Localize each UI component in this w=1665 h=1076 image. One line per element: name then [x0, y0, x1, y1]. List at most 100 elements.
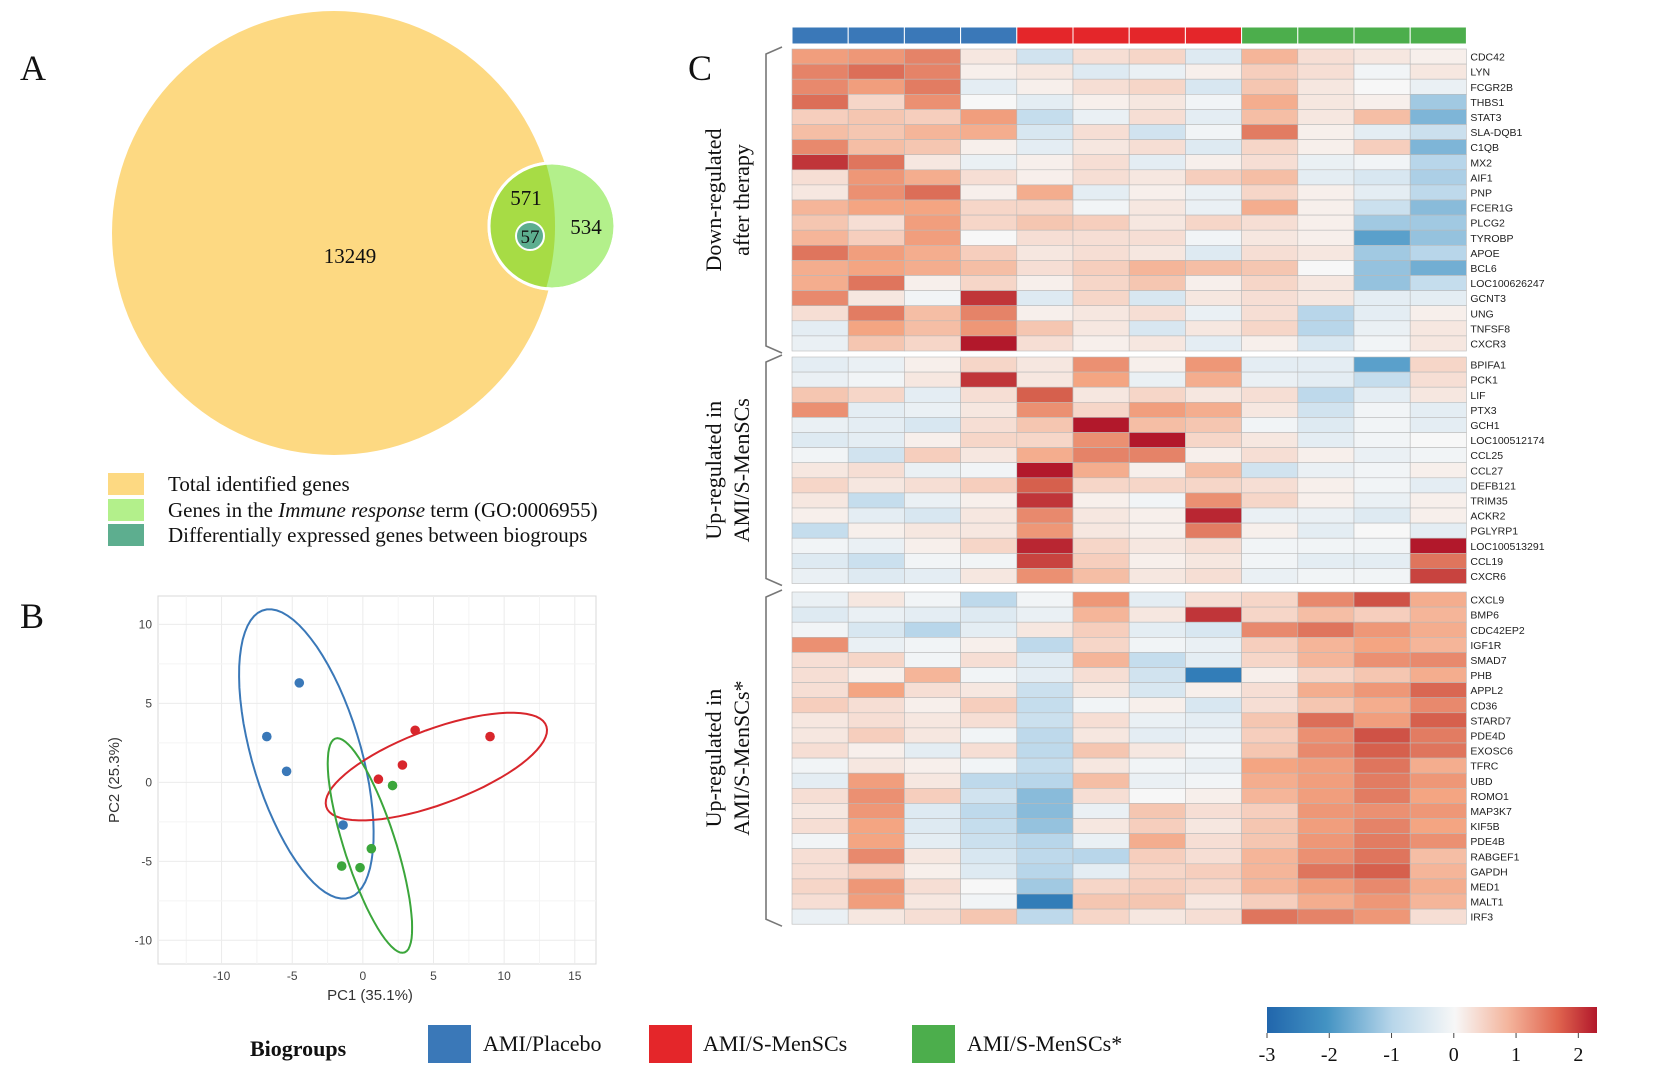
- heatmap-cell: [1185, 591, 1242, 608]
- heatmap-cell: [1072, 154, 1130, 171]
- heatmap-gene-labels: CDC42 LYN FCGR2B THBS1 STAT3 SLA-DQB1 C1QB MX2 A…: [1470, 52, 1544, 924]
- heatmap-cell: [847, 893, 905, 910]
- heatmap-cells: [791, 48, 1467, 925]
- heatmap-cell: [1241, 432, 1299, 448]
- heatmap-cell: [1409, 537, 1467, 554]
- heatmap-cell: [904, 260, 961, 276]
- heatmap-cell: [1241, 772, 1299, 789]
- heatmap-cell: [1016, 335, 1074, 352]
- heatmap-cell: [1241, 371, 1299, 388]
- heatmap-cell: [904, 63, 961, 80]
- venn-deg-count: 57: [521, 227, 540, 248]
- heatmap-cell: [1297, 606, 1355, 623]
- heatmap-cell: [1185, 275, 1242, 291]
- heatmap-cell: [904, 199, 961, 216]
- heatmap-cell: [791, 139, 849, 156]
- heatmap-cell: [791, 507, 849, 524]
- heatmap-cell: [1353, 229, 1411, 246]
- panel-b: B -10 -5 0 5 10 15 10 5 0 -5 -10 PC1 (35.1%) PC2 …: [20, 595, 597, 1004]
- heatmap-cell: [791, 621, 849, 638]
- venn-deg-circle: [515, 221, 545, 251]
- heatmap-cluster-labels: Down-regulated after therapy Up-regulated …: [701, 129, 754, 836]
- heatmap-cell: [1297, 432, 1355, 448]
- heatmap-cell: [1297, 386, 1355, 403]
- heatmap-cell: [1128, 818, 1186, 834]
- heatmap-cell: [1241, 742, 1299, 759]
- heatmap-cell: [960, 507, 1018, 524]
- heatmap-cell: [1297, 124, 1355, 140]
- heatmap-cell: [1241, 214, 1299, 231]
- heatmap-cell: [1128, 386, 1186, 403]
- heatmap-cell: [1241, 787, 1299, 804]
- heatmap-cell: [791, 401, 849, 418]
- heatmap-cell: [1297, 290, 1355, 307]
- heatmap-cell: [904, 833, 961, 849]
- heatmap-cell: [1353, 667, 1411, 683]
- heatmap-cell: [847, 757, 905, 774]
- heatmap-cell: [1185, 636, 1242, 653]
- heatmap-cell: [847, 94, 905, 110]
- heatmap-cell: [1297, 275, 1355, 291]
- heatmap-cell: [960, 787, 1018, 804]
- heatmap-cell: [791, 229, 849, 246]
- pca-x-tick-labels: -10 -5 0 5 10 15: [213, 969, 582, 983]
- heatmap-cell: [1016, 591, 1074, 608]
- heatmap-cell: [1409, 507, 1467, 524]
- heatmap-cell: [1297, 477, 1355, 494]
- heatmap-cell: [1016, 863, 1074, 880]
- heatmap-cell: [1297, 757, 1355, 774]
- heatmap-cell: [904, 78, 961, 95]
- heatmap-cell: [904, 214, 961, 231]
- heatmap-cell: [847, 124, 905, 140]
- heatmap-cell: [847, 833, 905, 849]
- heatmap-cell: [904, 712, 961, 729]
- heatmap-cell: [1128, 522, 1186, 539]
- panel-a-label: A: [20, 48, 46, 88]
- heatmap-cell: [1185, 432, 1242, 448]
- heatmap-cell: [1072, 552, 1130, 569]
- heatmap-cell: [791, 109, 849, 125]
- heatmap-cell: [1297, 833, 1355, 849]
- heatmap-cell: [1353, 636, 1411, 653]
- group-bar-cell: [1072, 26, 1130, 45]
- heatmap-cell: [1241, 682, 1299, 698]
- gene-label: PHB: [1470, 670, 1492, 682]
- heatmap-cell: [960, 432, 1018, 448]
- heatmap-cell: [1016, 154, 1074, 171]
- heatmap-cell: [1016, 356, 1074, 373]
- heatmap-cell: [1128, 908, 1186, 925]
- heatmap-cell: [1409, 432, 1467, 448]
- heatmap-cell: [1016, 462, 1074, 479]
- heatmap-cell: [1297, 184, 1355, 201]
- heatmap-cell: [1297, 863, 1355, 880]
- heatmap-cell: [1072, 417, 1130, 433]
- ellipse-series-0: [238, 608, 375, 900]
- heatmap-cell: [791, 320, 849, 337]
- gene-label: PLCG2: [1470, 218, 1505, 230]
- heatmap-cell: [1185, 492, 1242, 509]
- gene-label: MALT1: [1470, 897, 1503, 909]
- heatmap-cell: [904, 335, 961, 352]
- heatmap-cell: [960, 401, 1018, 418]
- heatmap-cell: [1297, 214, 1355, 231]
- heatmap-cell: [1072, 63, 1130, 80]
- heatmap-cell: [1185, 893, 1242, 910]
- gene-label: CDC42EP2: [1470, 625, 1524, 637]
- heatmap-cell: [1297, 552, 1355, 569]
- heatmap-cell: [847, 184, 905, 201]
- gene-label: BCL6: [1470, 263, 1496, 275]
- heatmap-cell: [904, 245, 961, 261]
- heatmap-cell: [1241, 320, 1299, 337]
- x-tick-label: -5: [287, 969, 298, 983]
- pca-ellipses: [238, 608, 549, 954]
- y-tick-label: -5: [141, 854, 152, 868]
- y-tick-label: 0: [145, 775, 152, 789]
- heatmap-cell: [1072, 335, 1130, 352]
- heatmap-cell: [847, 848, 905, 865]
- heatmap-cell: [1241, 606, 1299, 623]
- heatmap-cell: [904, 893, 961, 910]
- panel-b-label: B: [20, 596, 44, 636]
- heatmap-cell: [904, 305, 961, 322]
- heatmap-cell: [847, 477, 905, 494]
- heatmap-cell: [1297, 727, 1355, 744]
